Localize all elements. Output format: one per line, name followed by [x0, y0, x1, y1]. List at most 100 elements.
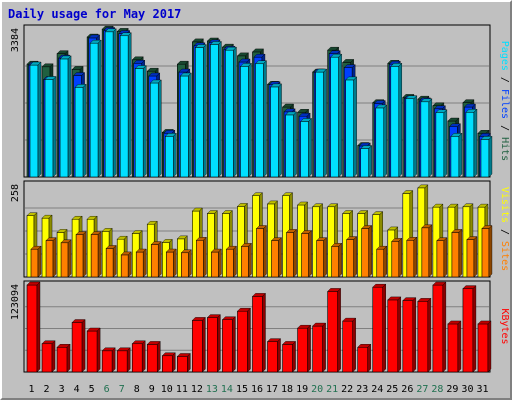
bar-kbytes-5-face	[86, 330, 98, 373]
bar-kbytes-14-side	[232, 316, 236, 373]
bar-kbytes-25	[387, 296, 402, 373]
bar-kbytes-29	[447, 320, 462, 373]
bar-kbytes-24-side	[382, 283, 386, 373]
bar-pages-30-face	[465, 111, 475, 178]
bar-kbytes-3-side	[66, 343, 71, 373]
bar-pages-23-face	[360, 148, 370, 178]
bar-pages-2-face	[44, 79, 54, 178]
bar-pages-13-side	[218, 40, 222, 178]
bar-pages-7-side	[127, 32, 132, 178]
x-tick-label-16: 16	[251, 384, 263, 395]
bar-kbytes-29-side	[457, 320, 462, 373]
bar-kbytes-25-side	[397, 296, 401, 373]
bar-kbytes-20-side	[322, 322, 326, 373]
bar-pages-30	[465, 108, 478, 178]
bar-kbytes-27-face	[417, 301, 429, 373]
bar-pages-5	[89, 39, 102, 178]
x-tick-label-12: 12	[191, 384, 203, 395]
bar-kbytes-12	[191, 316, 206, 373]
bar-kbytes-7	[116, 347, 131, 373]
bar-sites-25	[391, 237, 403, 278]
x-tick-label-20: 20	[311, 384, 323, 395]
x-tick-label-6: 6	[104, 384, 110, 395]
bar-sites-22-side	[353, 236, 357, 278]
bar-kbytes-5	[86, 327, 101, 373]
bar-pages-25	[390, 62, 403, 178]
bar-sites-27	[421, 224, 433, 278]
bar-pages-11-side	[188, 72, 192, 178]
bar-sites-31	[481, 225, 493, 278]
bar-pages-9-face	[149, 82, 159, 178]
bar-sites-24-side	[383, 245, 387, 278]
bar-kbytes-19-face	[297, 327, 308, 373]
bar-pages-6	[104, 28, 117, 178]
bar-pages-3-face	[59, 58, 69, 178]
x-tick-label-11: 11	[176, 384, 188, 395]
bar-kbytes-15	[236, 307, 251, 373]
bar-kbytes-30	[462, 285, 477, 373]
bar-kbytes-31	[477, 320, 492, 373]
bar-pages-31	[480, 135, 493, 178]
legend-visits: Visits	[499, 187, 510, 223]
bar-sites-29-side	[458, 228, 463, 278]
bar-kbytes-7-face	[116, 350, 128, 373]
bar-kbytes-28-face	[432, 284, 444, 373]
bar-sites-5	[90, 231, 102, 278]
bar-sites-8-side	[143, 248, 147, 278]
bar-kbytes-18-face	[282, 344, 293, 373]
bar-sites-21	[331, 242, 343, 278]
bar-pages-10-side	[173, 132, 177, 178]
bar-pages-6-side	[112, 28, 117, 178]
bar-kbytes-1-side	[36, 281, 41, 373]
bar-pages-8-face	[134, 68, 144, 178]
bar-sites-7-face	[120, 254, 129, 278]
bar-sites-11	[180, 249, 192, 278]
bar-pages-19	[300, 117, 313, 178]
bar-pages-1-face	[29, 64, 39, 178]
x-tick-label-31: 31	[476, 384, 488, 395]
bar-kbytes-2	[41, 340, 56, 373]
bar-kbytes-11	[176, 352, 191, 373]
panel-top-legend: Pages / Files / Hits	[499, 41, 510, 161]
bar-sites-12-face	[196, 239, 204, 278]
bar-sites-10-face	[165, 251, 174, 278]
bar-kbytes-7-side	[126, 347, 131, 373]
bar-kbytes-14	[221, 316, 236, 373]
legend-separator: /	[499, 223, 510, 241]
bar-sites-31-face	[481, 228, 490, 278]
bar-sites-16-side	[263, 225, 267, 278]
legend-separator: /	[499, 71, 510, 89]
bar-sites-10-side	[173, 248, 177, 278]
x-tick-label-21: 21	[326, 384, 338, 395]
bar-sites-8	[135, 248, 147, 278]
bar-pages-16-side	[263, 60, 267, 178]
bar-kbytes-24-face	[372, 286, 384, 373]
bar-kbytes-30-face	[462, 288, 474, 373]
bar-pages-2-side	[52, 75, 57, 178]
bar-sites-11-face	[181, 252, 189, 278]
bar-pages-15	[239, 62, 252, 178]
x-tick-label-23: 23	[356, 384, 368, 395]
bar-pages-10	[164, 132, 177, 178]
bar-kbytes-9	[146, 340, 161, 373]
bar-kbytes-9-side	[157, 340, 161, 373]
bar-pages-22-face	[345, 79, 354, 178]
bar-sites-7-side	[127, 251, 132, 278]
bar-kbytes-3	[56, 343, 71, 373]
bar-kbytes-1-face	[26, 284, 38, 373]
bar-sites-20-side	[323, 237, 327, 278]
bar-sites-30-face	[466, 239, 475, 278]
bar-sites-22	[346, 236, 358, 278]
bar-kbytes-16	[252, 292, 266, 373]
bar-sites-22-face	[346, 239, 354, 278]
bar-kbytes-28	[432, 281, 447, 373]
panel-bottom-legend: KBytes	[499, 308, 510, 344]
bar-sites-17-side	[278, 237, 282, 278]
bar-pages-5-face	[89, 42, 99, 178]
bar-kbytes-23-side	[367, 343, 371, 373]
bar-sites-13-side	[218, 248, 222, 278]
bar-sites-8-face	[135, 251, 144, 278]
bar-kbytes-31-side	[487, 320, 492, 373]
bar-kbytes-10-side	[172, 352, 176, 373]
x-tick-label-4: 4	[74, 384, 80, 395]
